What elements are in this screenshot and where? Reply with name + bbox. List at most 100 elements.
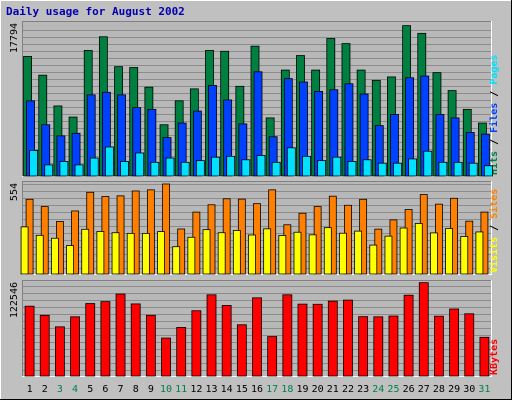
side-legend-sep: / (489, 133, 500, 151)
bar-sites-day-12 (187, 236, 196, 275)
x-tick-label-day-3: 3 (57, 384, 63, 395)
bar-visits-day-4 (71, 210, 79, 275)
bar-sites-day-2 (35, 234, 44, 275)
bar-pages-day-8 (135, 152, 145, 177)
bar-kbytes-day-7 (115, 293, 126, 377)
bar-sites-day-31 (475, 231, 484, 275)
bar-pages-day-2 (44, 164, 54, 177)
bar-pages-day-23 (362, 159, 372, 177)
bar-kbytes-day-14 (221, 305, 232, 377)
bar-kbytes-day-3 (55, 326, 65, 377)
bar-sites-day-13 (202, 229, 211, 275)
bar-sites-day-23 (354, 230, 363, 275)
side-legend: KBytes (489, 339, 500, 375)
bar-kbytes-day-25 (388, 315, 399, 377)
bar-pages-day-15 (241, 159, 251, 177)
x-tick-label-day-27: 27 (418, 384, 430, 395)
bar-kbytes-day-13 (206, 294, 217, 377)
bar-pages-day-5 (89, 157, 99, 177)
bar-sites-day-11 (172, 246, 181, 275)
bar-pages-day-6 (104, 146, 114, 177)
bar-sites-day-22 (339, 232, 347, 275)
bar-pages-day-28 (438, 161, 448, 177)
x-tick-label-day-29: 29 (448, 384, 460, 395)
bar-kbytes-day-1 (24, 305, 35, 377)
y-max-label: 122546 (9, 282, 20, 318)
x-tick-label-day-16: 16 (251, 384, 263, 395)
side-legend-sites: Sites (488, 189, 500, 219)
bar-kbytes-day-27 (418, 282, 429, 377)
bar-pages-day-24 (377, 162, 387, 177)
x-tick-label-day-22: 22 (342, 384, 354, 395)
x-tick-label-day-25: 25 (387, 384, 399, 395)
chart-title: Daily usage for August 2002 (6, 5, 185, 18)
panel-hits-files-pages: 17794 Hits / Files / Pages (9, 21, 500, 177)
side-legend-kbytes: KBytes (489, 339, 500, 375)
x-tick-label-day-10: 10 (160, 384, 172, 395)
x-tick-label-day-7: 7 (118, 384, 124, 395)
bar-pages-day-14 (226, 155, 236, 177)
bar-sites-day-27 (414, 223, 423, 275)
x-tick-label-day-9: 9 (148, 384, 154, 395)
x-tick-label-day-26: 26 (403, 384, 415, 395)
bar-sites-day-10 (157, 231, 165, 275)
bar-kbytes-day-2 (39, 314, 50, 377)
side-legend: Visits / Sites (488, 189, 500, 273)
bar-kbytes-day-16 (252, 297, 262, 377)
bar-sites-day-30 (460, 236, 469, 275)
bar-pages-day-29 (453, 161, 463, 177)
x-tick-label-day-13: 13 (205, 384, 217, 395)
bar-sites-day-21 (323, 227, 332, 275)
bar-kbytes-day-23 (358, 316, 369, 377)
x-tick-label-day-18: 18 (281, 384, 293, 395)
bar-sites-day-1 (20, 226, 29, 275)
x-tick-label-day-11: 11 (175, 384, 187, 395)
bar-sites-day-16 (248, 234, 256, 275)
y-max-label: 554 (9, 183, 20, 201)
bar-kbytes-day-8 (130, 303, 141, 377)
x-tick-label-day-31: 31 (478, 384, 490, 395)
panel-kbytes: 122546 KBytes (9, 280, 500, 377)
panel-visits-sites: 554 Visits / Sites (9, 181, 500, 275)
side-legend-visits: Visits (488, 237, 500, 273)
x-tick-label-day-19: 19 (296, 384, 308, 395)
bar-kbytes-day-24 (373, 316, 384, 377)
x-tick-label-day-28: 28 (433, 384, 445, 395)
bar-visits-day-10 (162, 183, 170, 275)
x-tick-label-day-17: 17 (266, 384, 278, 395)
bar-kbytes-day-11 (176, 327, 187, 377)
bar-pages-day-30 (468, 162, 478, 177)
x-tick-label-day-20: 20 (312, 384, 324, 395)
bar-kbytes-day-4 (70, 316, 80, 377)
bar-pages-day-25 (393, 162, 402, 177)
bar-pages-day-20 (317, 160, 327, 177)
bar-sites-day-24 (369, 244, 378, 275)
bar-visits-day-9 (146, 189, 155, 275)
bar-pages-day-18 (286, 147, 296, 177)
side-legend-files: Files (488, 103, 500, 133)
y-max-label: 17794 (9, 23, 20, 53)
bar-pages-day-31 (484, 165, 493, 177)
bar-sites-day-25 (384, 235, 393, 275)
bar-sites-day-26 (399, 227, 408, 275)
side-legend-sep: / (489, 219, 500, 237)
bar-pages-day-11 (180, 161, 190, 177)
bar-pages-day-1 (29, 149, 38, 177)
x-tick-label-day-30: 30 (463, 384, 475, 395)
bar-sites-day-5 (81, 228, 90, 275)
bar-kbytes-day-19 (297, 303, 308, 377)
bar-sites-day-8 (126, 232, 135, 275)
x-tick-label-day-5: 5 (87, 384, 93, 395)
bar-visits-day-8 (131, 190, 140, 275)
bar-pages-day-22 (347, 161, 357, 177)
bar-sites-day-28 (430, 232, 438, 275)
bar-kbytes-day-12 (191, 310, 202, 377)
bar-sites-day-9 (141, 232, 150, 275)
bar-pages-day-17 (271, 161, 281, 177)
bar-kbytes-day-10 (161, 337, 171, 377)
bar-kbytes-day-26 (403, 294, 414, 377)
x-tick-label-day-2: 2 (42, 384, 48, 395)
x-tick-label-day-15: 15 (236, 384, 248, 395)
bar-sites-day-19 (293, 231, 302, 275)
